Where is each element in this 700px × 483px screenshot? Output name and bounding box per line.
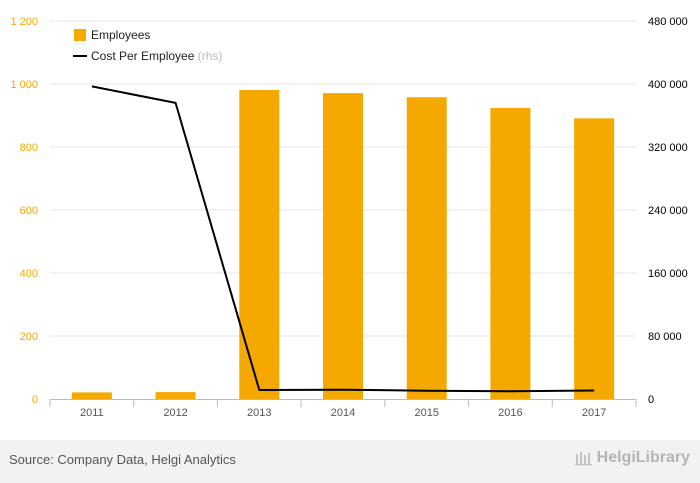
legend-swatch-employees (74, 29, 86, 41)
x-tick-label: 2014 (331, 407, 355, 419)
x-tick-label: 2017 (582, 407, 606, 419)
y-left-tick-label: 0 (32, 394, 38, 406)
brand-logo: HelgiLibrary (574, 449, 690, 467)
y-right-tick-label: 400 000 (648, 79, 688, 91)
y-right-tick-label: 80 000 (648, 331, 682, 343)
source-note: Source: Company Data, Helgi Analytics (9, 452, 236, 467)
bar (155, 392, 196, 399)
x-tick-label: 2011 (80, 407, 104, 419)
y-right-tick-label: 320 000 (648, 142, 688, 154)
legend-rhs-note: (rhs) (198, 49, 223, 63)
y-right-tick-label: 240 000 (648, 205, 688, 217)
y-left-tick-label: 1 000 (10, 79, 38, 91)
footer: Source: Company Data, Helgi Analytics He… (0, 440, 700, 483)
library-icon (574, 452, 592, 466)
bar (490, 107, 531, 399)
y-left-tick-label: 600 (20, 205, 38, 217)
y-left-tick-label: 200 (20, 331, 38, 343)
y-right-tick-label: 160 000 (648, 268, 688, 280)
brand-name: HelgiLibrary (596, 449, 690, 466)
bar (574, 118, 615, 400)
x-tick-label: 2016 (498, 407, 522, 419)
y-left-tick-label: 1 200 (10, 16, 38, 28)
bar (406, 97, 447, 399)
x-tick-label: 2012 (163, 407, 187, 419)
y-right-tick-label: 480 000 (648, 16, 688, 28)
bar (71, 392, 112, 399)
y-left-tick-label: 800 (20, 142, 38, 154)
chart-svg: 0 200 400 600 800 1 000 1 200 0 80 000 160 000 240… (10, 16, 688, 419)
y-right-tick-label: 0 (648, 394, 654, 406)
legend-label-cost-per-employee: Cost Per Employee (rhs) (91, 49, 222, 63)
legend-label-employees: Employees (91, 28, 150, 42)
bar (323, 93, 363, 399)
x-tick-label: 2015 (414, 407, 438, 419)
bar (239, 89, 280, 400)
y-left-tick-label: 400 (20, 268, 38, 280)
x-tick-label: 2013 (247, 407, 271, 419)
line-cost-per-employee (91, 85, 595, 393)
